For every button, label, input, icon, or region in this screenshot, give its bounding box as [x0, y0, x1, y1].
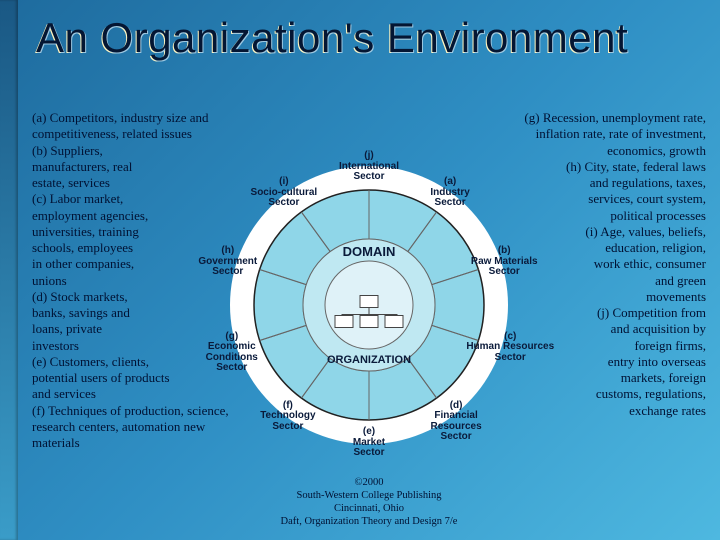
org-chart-icon [332, 295, 407, 333]
organization-label: ORGANIZATION [327, 354, 411, 366]
page-title: An Organization's Environment [36, 14, 710, 62]
sector-label: (c)Human ResourcesSector [460, 332, 560, 364]
body-area: (a) Competitors, industry size and compe… [32, 110, 706, 534]
sector-label: (d)FinancialResourcesSector [406, 401, 506, 443]
environment-diagram: DOMAIN ORGANIZATION (a)IndustrySector(b)… [224, 160, 514, 450]
left-descriptions: (a) Competitors, industry size and compe… [32, 110, 252, 451]
sector-label: (f)TechnologySector [238, 401, 338, 433]
sector-label: (h)GovernmentSector [178, 246, 278, 278]
domain-label: DOMAIN [343, 244, 396, 259]
copyright: ©2000 South-Western College Publishing C… [281, 476, 458, 529]
sector-label: (j)InternationalSector [319, 151, 419, 183]
sector-label: (b)Raw MaterialsSector [454, 246, 554, 278]
slide-root: An Organization's Environment (a) Compet… [0, 0, 720, 540]
sector-label: (g)EconomicConditionsSector [182, 332, 282, 374]
